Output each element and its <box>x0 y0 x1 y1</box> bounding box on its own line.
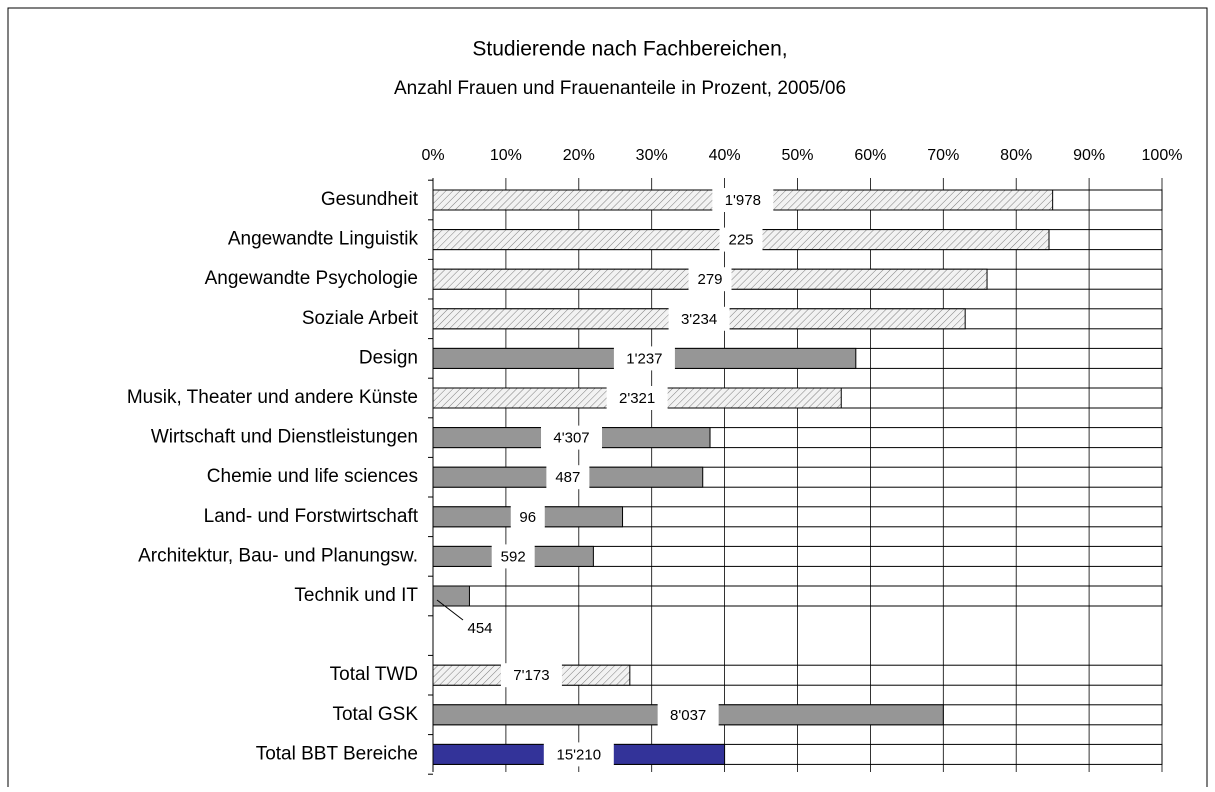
leader-line <box>436 599 464 621</box>
y-tick-label: Angewandte Psychologie <box>205 268 418 289</box>
y-tick-label: Gesundheit <box>321 189 419 210</box>
y-tick-label: Total BBT Bereiche <box>256 743 418 764</box>
label-box <box>719 227 763 252</box>
x-tick-label: 50% <box>781 147 813 164</box>
label-box <box>606 386 668 410</box>
label-box <box>712 188 774 212</box>
label-box <box>510 504 545 529</box>
frame <box>7 7 1208 792</box>
y-tick-label: Technik und IT <box>294 585 418 606</box>
data-label: 96 <box>519 509 536 526</box>
y-tick-label: Angewandte Linguistik <box>228 229 419 250</box>
label-box <box>500 663 562 688</box>
chart-subtitle: Anzahl Frauen und Frauenanteile in Proze… <box>394 78 846 99</box>
label-box <box>688 267 732 292</box>
y-tick-label: Land- und Forstwirtschaft <box>204 506 419 527</box>
x-tick-label: 90% <box>1073 147 1105 164</box>
y-tick-label: Musik, Theater und andere Künste <box>127 387 418 408</box>
label-box <box>657 702 719 727</box>
y-tick-label: Chemie und life sciences <box>207 466 418 487</box>
x-tick-label: 40% <box>709 147 741 164</box>
x-tick-label: 80% <box>1000 147 1032 164</box>
data-label: 487 <box>555 469 580 486</box>
data-label: 8'037 <box>670 707 706 724</box>
chart-title: Studierende nach Fachbereichen, <box>472 38 787 61</box>
label-box <box>491 544 535 569</box>
data-label: 1'237 <box>626 350 662 367</box>
y-tick-label: Design <box>359 347 418 368</box>
y-tick-label: Total TWD <box>330 664 418 685</box>
x-tick-label: 20% <box>563 147 595 164</box>
data-label: 225 <box>728 232 753 249</box>
x-tick-label: 10% <box>490 147 522 164</box>
y-tick-label: Total GSK <box>332 704 418 725</box>
data-label: 454 <box>467 620 492 637</box>
data-label: 4'307 <box>553 430 589 447</box>
data-label: 279 <box>698 271 723 288</box>
label-box <box>546 465 590 490</box>
data-label: 2'321 <box>619 390 655 407</box>
x-tick-label: 30% <box>636 147 668 164</box>
bar <box>432 585 470 607</box>
x-tick-label: 70% <box>927 147 959 164</box>
x-tick-label: 100% <box>1142 147 1183 164</box>
data-label: 15'210 <box>557 746 602 763</box>
label-box <box>668 306 730 331</box>
x-tick-label: 0% <box>421 147 444 164</box>
y-tick-label: Soziale Arbeit <box>302 308 419 329</box>
data-label: 7'173 <box>513 667 549 684</box>
label-box <box>543 742 614 767</box>
y-tick-label: Wirtschaft und Dienstleistungen <box>151 427 418 448</box>
data-label: 1'978 <box>725 192 761 209</box>
label-box <box>613 346 675 371</box>
y-tick-label: Architektur, Bau- und Planungsw. <box>138 545 418 566</box>
x-tick-label: 60% <box>854 147 886 164</box>
label-box <box>541 425 603 450</box>
data-label: 592 <box>501 548 526 565</box>
data-label: 3'234 <box>681 311 717 328</box>
